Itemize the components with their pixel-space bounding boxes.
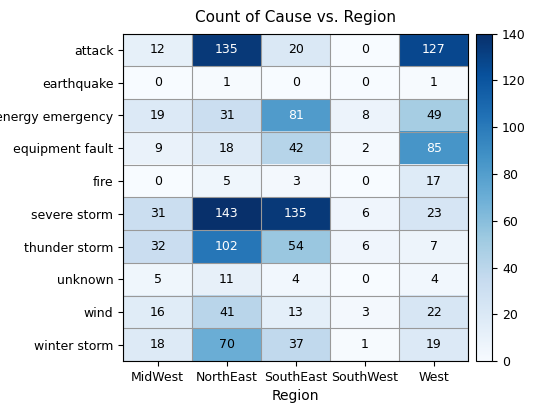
Text: 127: 127: [422, 44, 446, 56]
Text: 0: 0: [361, 273, 369, 286]
Text: 0: 0: [361, 44, 369, 56]
X-axis label: Region: Region: [272, 389, 320, 404]
Text: 31: 31: [219, 109, 235, 122]
Text: 70: 70: [219, 339, 235, 351]
Text: 13: 13: [288, 306, 304, 318]
Text: 49: 49: [426, 109, 442, 122]
Text: 19: 19: [426, 339, 442, 351]
Text: 1: 1: [223, 76, 231, 89]
Text: 5: 5: [223, 175, 231, 187]
Text: 19: 19: [150, 109, 166, 122]
Text: 18: 18: [219, 142, 235, 155]
Text: 81: 81: [288, 109, 304, 122]
Text: 3: 3: [292, 175, 300, 187]
Text: 7: 7: [430, 240, 438, 253]
Text: 12: 12: [150, 44, 166, 56]
Text: 6: 6: [361, 240, 369, 253]
Text: 4: 4: [430, 273, 438, 286]
Text: 1: 1: [361, 339, 369, 351]
Text: 135: 135: [215, 44, 239, 56]
Text: 3: 3: [361, 306, 369, 318]
Text: 42: 42: [288, 142, 304, 155]
Text: 0: 0: [154, 175, 162, 187]
Text: 54: 54: [288, 240, 304, 253]
Text: 2: 2: [361, 142, 369, 155]
Text: 16: 16: [150, 306, 166, 318]
Text: 41: 41: [219, 306, 235, 318]
Text: 23: 23: [426, 207, 442, 220]
Text: 135: 135: [284, 207, 307, 220]
Text: 32: 32: [150, 240, 166, 253]
Text: 11: 11: [219, 273, 235, 286]
Text: 85: 85: [426, 142, 442, 155]
Text: 0: 0: [361, 175, 369, 187]
Text: 37: 37: [288, 339, 304, 351]
Text: 8: 8: [361, 109, 369, 122]
Text: 17: 17: [426, 175, 442, 187]
Text: 9: 9: [154, 142, 162, 155]
Text: 22: 22: [426, 306, 442, 318]
Text: 1: 1: [430, 76, 438, 89]
Text: 0: 0: [292, 76, 300, 89]
Text: 5: 5: [154, 273, 162, 286]
Text: 0: 0: [154, 76, 162, 89]
Text: 4: 4: [292, 273, 300, 286]
Text: 143: 143: [215, 207, 239, 220]
Title: Count of Cause vs. Region: Count of Cause vs. Region: [195, 10, 396, 26]
Text: 0: 0: [361, 76, 369, 89]
Text: 18: 18: [150, 339, 166, 351]
Text: 6: 6: [361, 207, 369, 220]
Text: 31: 31: [150, 207, 166, 220]
Text: 102: 102: [215, 240, 239, 253]
Text: 20: 20: [288, 44, 304, 56]
